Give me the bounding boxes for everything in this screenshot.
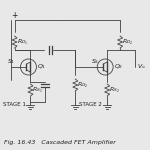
- Text: $Q_1$: $Q_1$: [38, 63, 47, 71]
- Text: $S_1$: $S_1$: [7, 58, 15, 66]
- Text: $R_{D_1}$: $R_{D_1}$: [16, 37, 28, 47]
- Text: Fig. 16.43   Cascaded FET Amplifier: Fig. 16.43 Cascaded FET Amplifier: [4, 140, 116, 145]
- Text: $S_2$: $S_2$: [91, 58, 100, 66]
- Text: $Q_2$: $Q_2$: [114, 63, 123, 71]
- Text: STAGE 2: STAGE 2: [79, 102, 102, 107]
- Text: $R_{G_2}$: $R_{G_2}$: [77, 80, 89, 90]
- Text: $V_o$: $V_o$: [137, 63, 146, 71]
- Text: $R_{S_2}$: $R_{S_2}$: [109, 85, 120, 95]
- Text: $R_{S_1}$: $R_{S_1}$: [32, 85, 43, 95]
- Text: +: +: [11, 11, 18, 20]
- Text: STAGE 1: STAGE 1: [3, 102, 26, 107]
- Text: $R_{D_2}$: $R_{D_2}$: [122, 37, 134, 47]
